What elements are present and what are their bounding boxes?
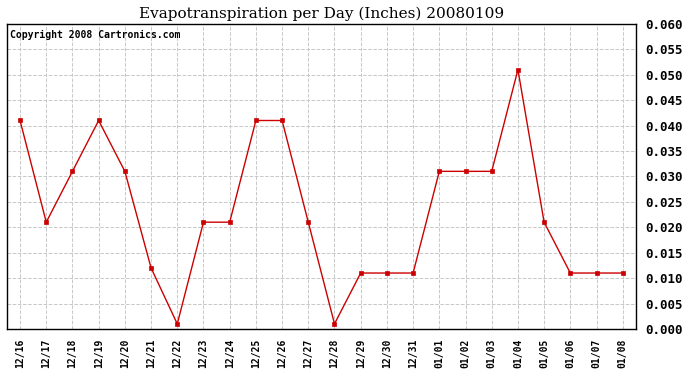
Title: Evapotranspiration per Day (Inches) 20080109: Evapotranspiration per Day (Inches) 2008… — [139, 7, 504, 21]
Text: Copyright 2008 Cartronics.com: Copyright 2008 Cartronics.com — [10, 30, 181, 40]
